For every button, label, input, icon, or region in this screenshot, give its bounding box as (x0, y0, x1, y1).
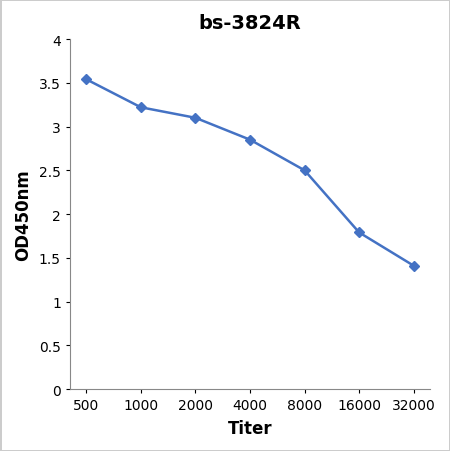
X-axis label: Titer: Titer (228, 419, 272, 437)
Y-axis label: OD450nm: OD450nm (14, 169, 32, 260)
Title: bs-3824R: bs-3824R (198, 14, 302, 33)
